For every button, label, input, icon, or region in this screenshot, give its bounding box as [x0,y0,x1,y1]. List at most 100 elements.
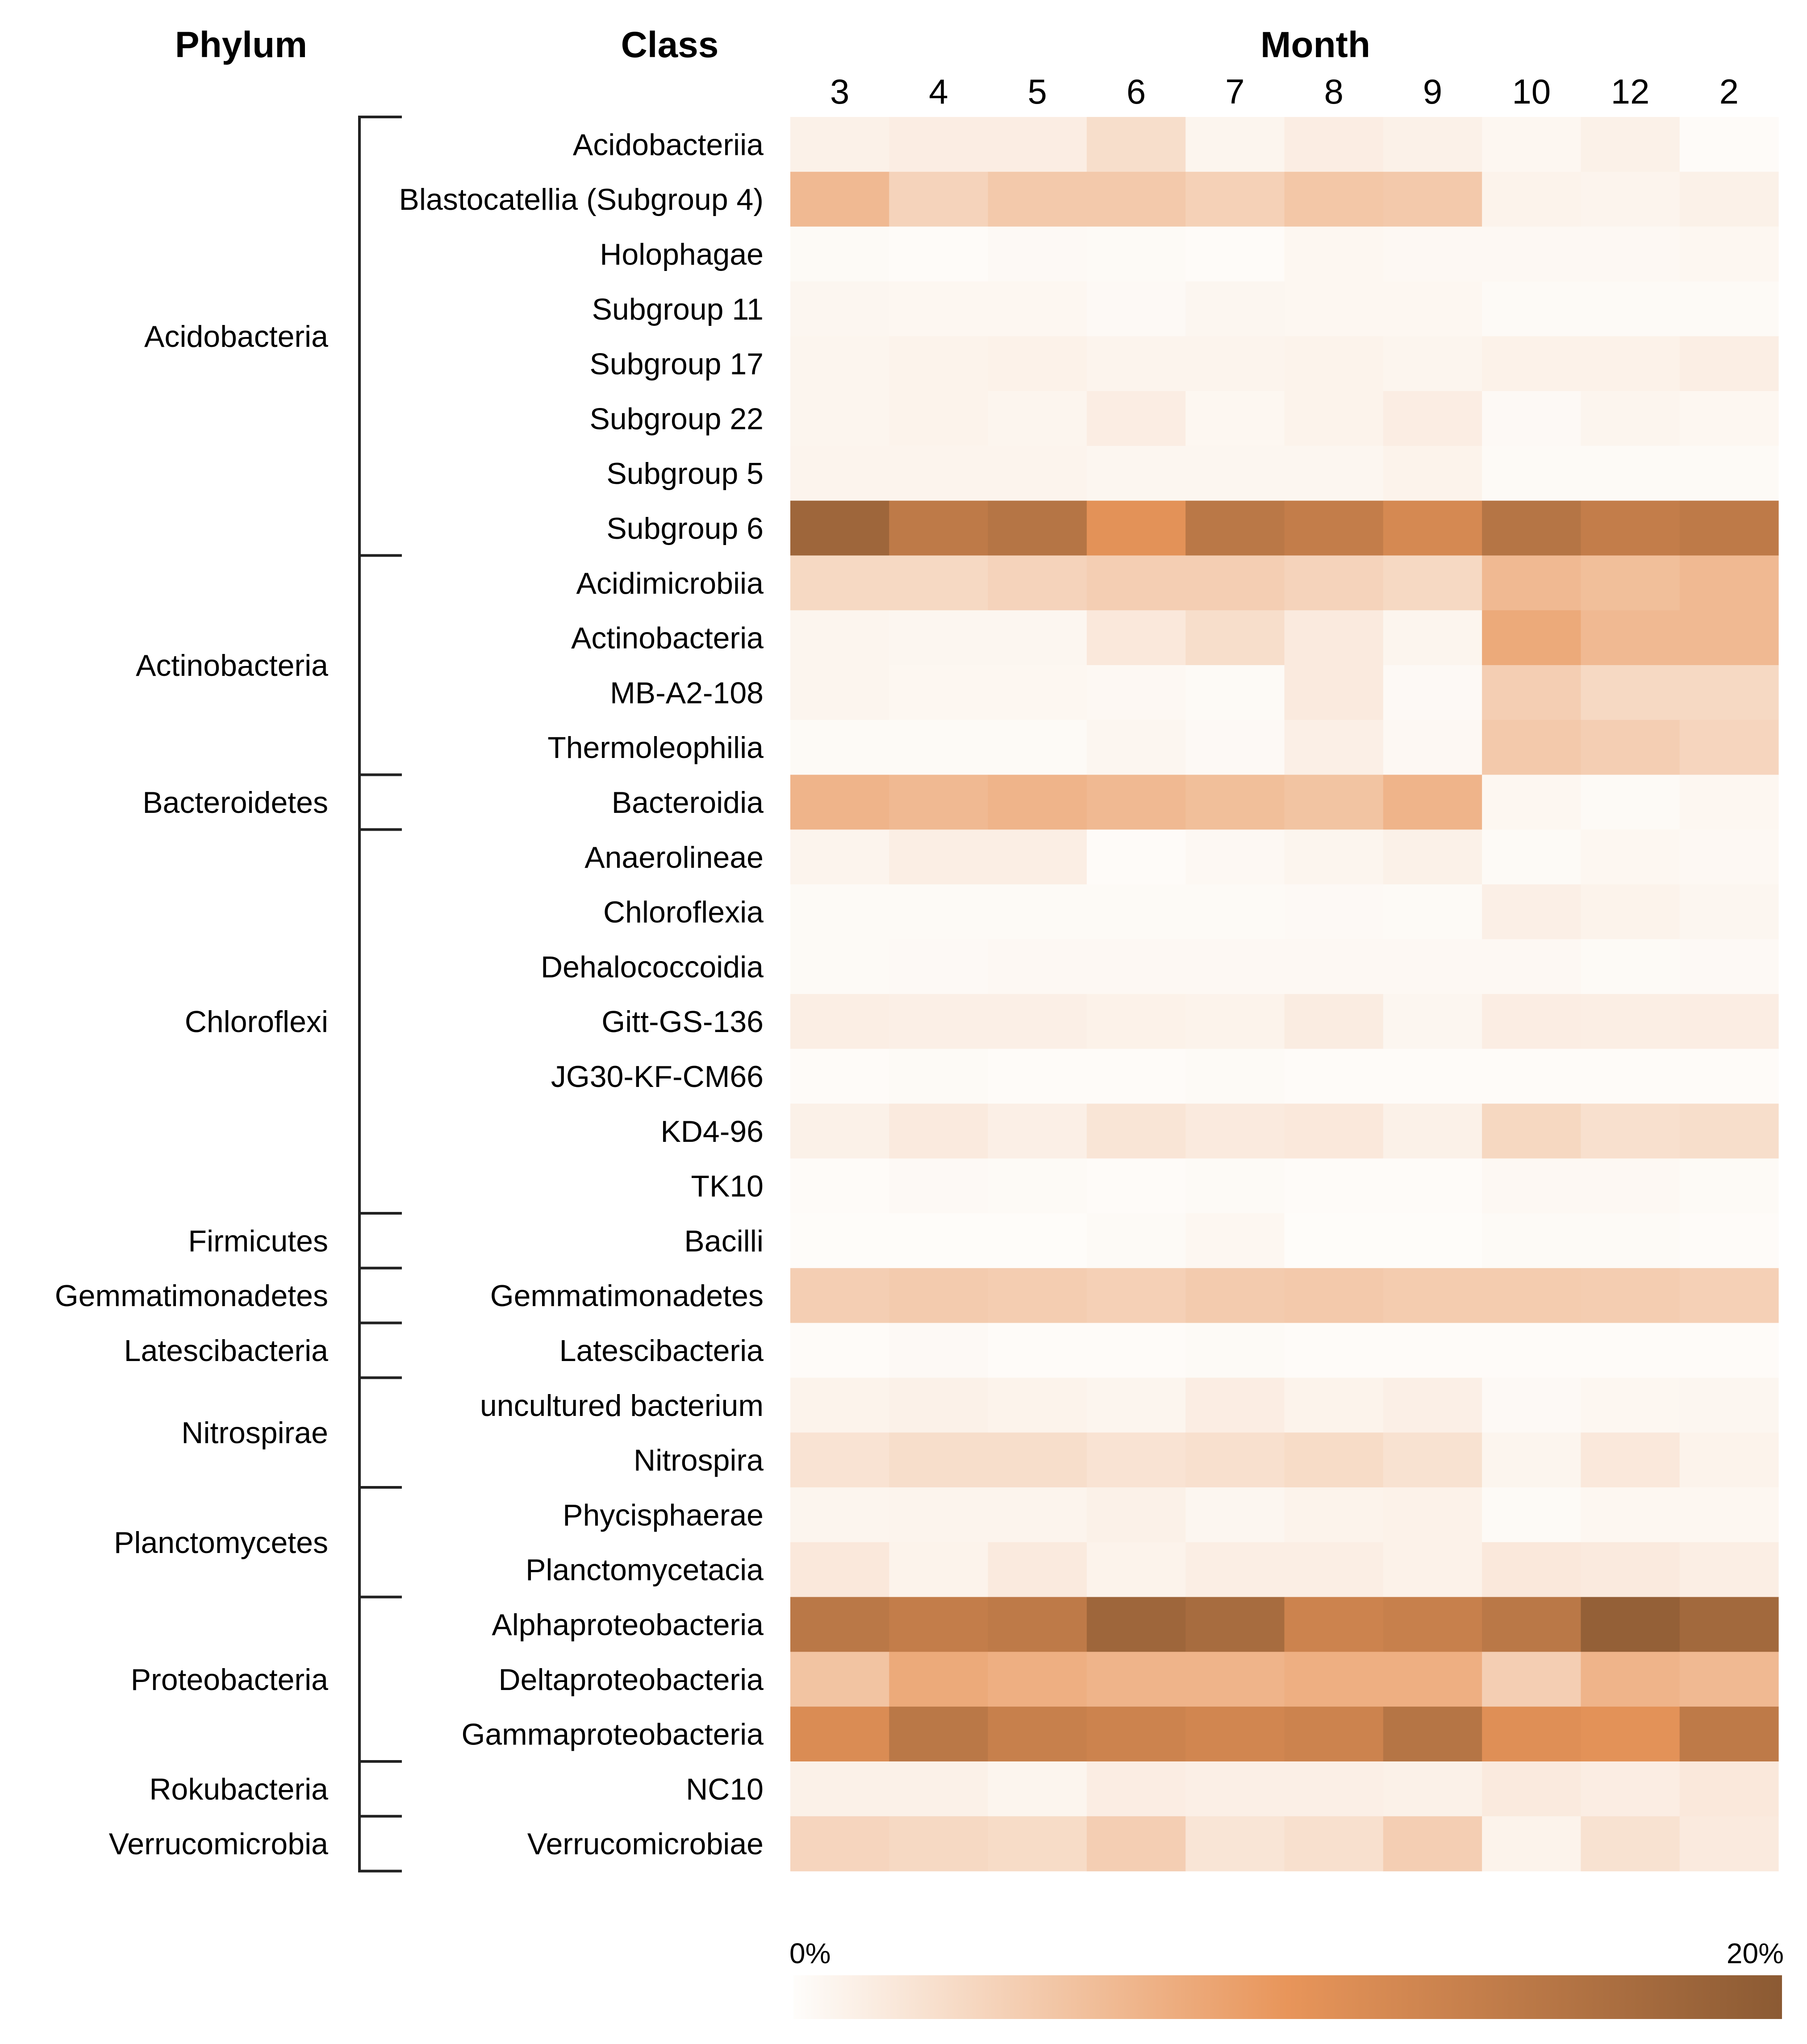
heatmap-cell [889,1652,989,1707]
heatmap-cell [1185,884,1285,940]
heatmap-cell [1679,1487,1779,1543]
heatmap-cell [988,226,1087,282]
heatmap-cell [889,1049,989,1104]
heatmap-cell [790,720,889,775]
heatmap-cell [988,555,1087,611]
heatmap-cell [1679,829,1779,885]
heatmap-cell [1581,336,1680,391]
heatmap-cell [1581,1158,1680,1214]
phylum-label: Bacteroidetes [142,786,328,820]
heatmap-cell [889,1761,989,1817]
heatmap-cell [1284,1707,1384,1762]
phylum-label: Rokubacteria [149,1772,328,1806]
heatmap-cell [1482,1378,1581,1433]
class-label: Subgroup 6 [606,512,764,545]
heatmap-cell [1383,1378,1482,1433]
heatmap-cell [889,281,989,337]
heatmap-cell [1581,720,1680,775]
class-label: Subgroup 11 [592,292,764,326]
heatmap-cell [889,1378,989,1433]
heatmap-cell [1482,1049,1581,1104]
heatmap-cell [1679,774,1779,830]
heatmap-cell [790,171,889,227]
heatmap-cell [1581,774,1680,830]
heatmap-cell [1185,555,1285,611]
phylum-label: Planctomycetes [114,1526,328,1560]
heatmap-cell [889,1103,989,1159]
heatmap-cell [1482,336,1581,391]
heatmap-cell [1679,226,1779,282]
heatmap-cell [1581,884,1680,940]
heatmap-cell [790,1816,889,1872]
class-label: Gammaproteobacteria [461,1718,764,1752]
heatmap-cell [1086,1432,1186,1488]
heatmap-cell [1679,884,1779,940]
heatmap-cell [790,555,889,611]
heatmap-cell [1284,1378,1384,1433]
class-label: Acidobacteriia [573,128,764,162]
heatmap-cell [1086,281,1186,337]
heatmap-cell [1086,774,1186,830]
heatmap-cell [1482,884,1581,940]
heatmap-cell [1581,1323,1680,1378]
class-label: Actinobacteria [571,621,764,655]
heatmap-cell [1086,117,1186,172]
heatmap-cell [1185,117,1285,172]
class-label: Chloroflexia [603,895,764,929]
heatmap-cell [1581,1652,1680,1707]
heatmap-cell [1679,1816,1779,1872]
heatmap-cell [1086,610,1186,666]
heatmap-cell [889,226,989,282]
heatmap-cell [1581,829,1680,885]
heatmap-cell [1383,1761,1482,1817]
heatmap-cell [1086,1049,1186,1104]
heatmap-cell [889,720,989,775]
heatmap-cell [1581,1213,1680,1269]
class-label: Phycisphaerae [563,1498,764,1532]
heatmap-cell [1383,1323,1482,1378]
heatmap-cell [1679,720,1779,775]
class-label: Acidimicrobiia [576,566,764,600]
heatmap-cell [1086,226,1186,282]
heatmap-cell [1482,610,1581,666]
heatmap-cell [1383,1542,1482,1598]
heatmap-cell [790,939,889,995]
class-label: Anaerolineae [584,841,764,874]
heatmap-cell [790,1707,889,1762]
heatmap-cell [1383,665,1482,720]
heatmap-cell [790,1049,889,1104]
heatmap-cell [988,829,1087,885]
heatmap-cell [988,720,1087,775]
heatmap-cell [988,445,1087,501]
heatmap-cell [1185,1597,1285,1652]
heatmap-cell [1383,445,1482,501]
heatmap-cell [1284,117,1384,172]
heatmap-cell [1284,500,1384,556]
heatmap-cell [889,1323,989,1378]
heatmap-cell [1185,1761,1285,1817]
class-label: Gitt-GS-136 [601,1005,764,1039]
heatmap-cell [889,1432,989,1488]
phylum-label: Nitrospirae [181,1416,328,1450]
heatmap-cell [790,281,889,337]
heatmap-cell [1581,1597,1680,1652]
heatmap-cell [889,1213,989,1269]
heatmap-cell [1482,555,1581,611]
heatmap-cell [889,500,989,556]
heatmap-cell [889,1487,989,1543]
heatmap-cell [1679,117,1779,172]
heatmap-cell [1581,1816,1680,1872]
heatmap-cell [1482,1213,1581,1269]
heatmap-cell [1284,336,1384,391]
heatmap-cell [1482,1542,1581,1598]
heatmap-cell [790,117,889,172]
heatmap-cell [1284,1049,1384,1104]
heatmap-cell [889,555,989,611]
heatmap-cell [1185,610,1285,666]
heatmap-cell [1284,884,1384,940]
month-label: 8 [1324,72,1343,111]
heatmap-cell [1383,391,1482,446]
heatmap-cell [1581,171,1680,227]
heatmap-cell [1383,226,1482,282]
